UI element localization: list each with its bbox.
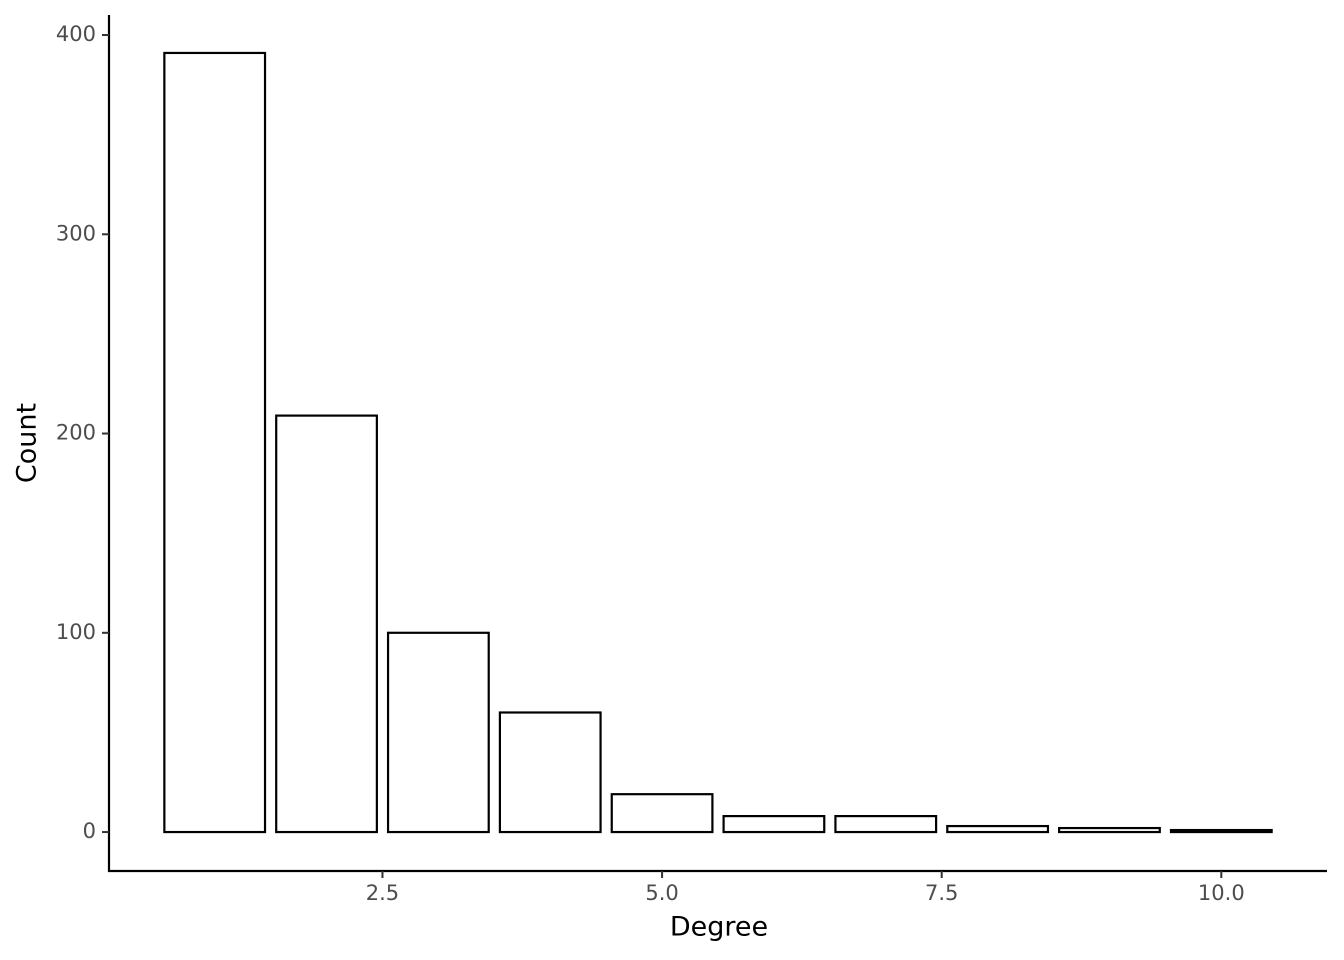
y-tick-label: 300 (56, 221, 96, 245)
y-axis-label: Count (12, 403, 43, 483)
x-tick-label: 10.0 (1198, 881, 1245, 905)
bar (610, 793, 714, 834)
bar (1169, 828, 1273, 834)
y-tick-label: 400 (56, 22, 96, 46)
bar (498, 711, 602, 834)
bar (1058, 826, 1161, 834)
bar (722, 815, 826, 834)
x-axis-label: Degree (670, 912, 768, 943)
x-tick-label: 2.5 (366, 881, 399, 905)
bar (946, 824, 1050, 834)
bar (163, 51, 267, 834)
y-tick-label: 0 (83, 819, 96, 843)
x-tick-label: 7.5 (925, 881, 958, 905)
y-tick-label: 200 (56, 421, 96, 445)
bar (834, 815, 938, 834)
x-tick-label: 5.0 (645, 881, 678, 905)
bar (275, 414, 378, 834)
bar (386, 631, 490, 834)
y-tick-label: 100 (56, 620, 96, 644)
